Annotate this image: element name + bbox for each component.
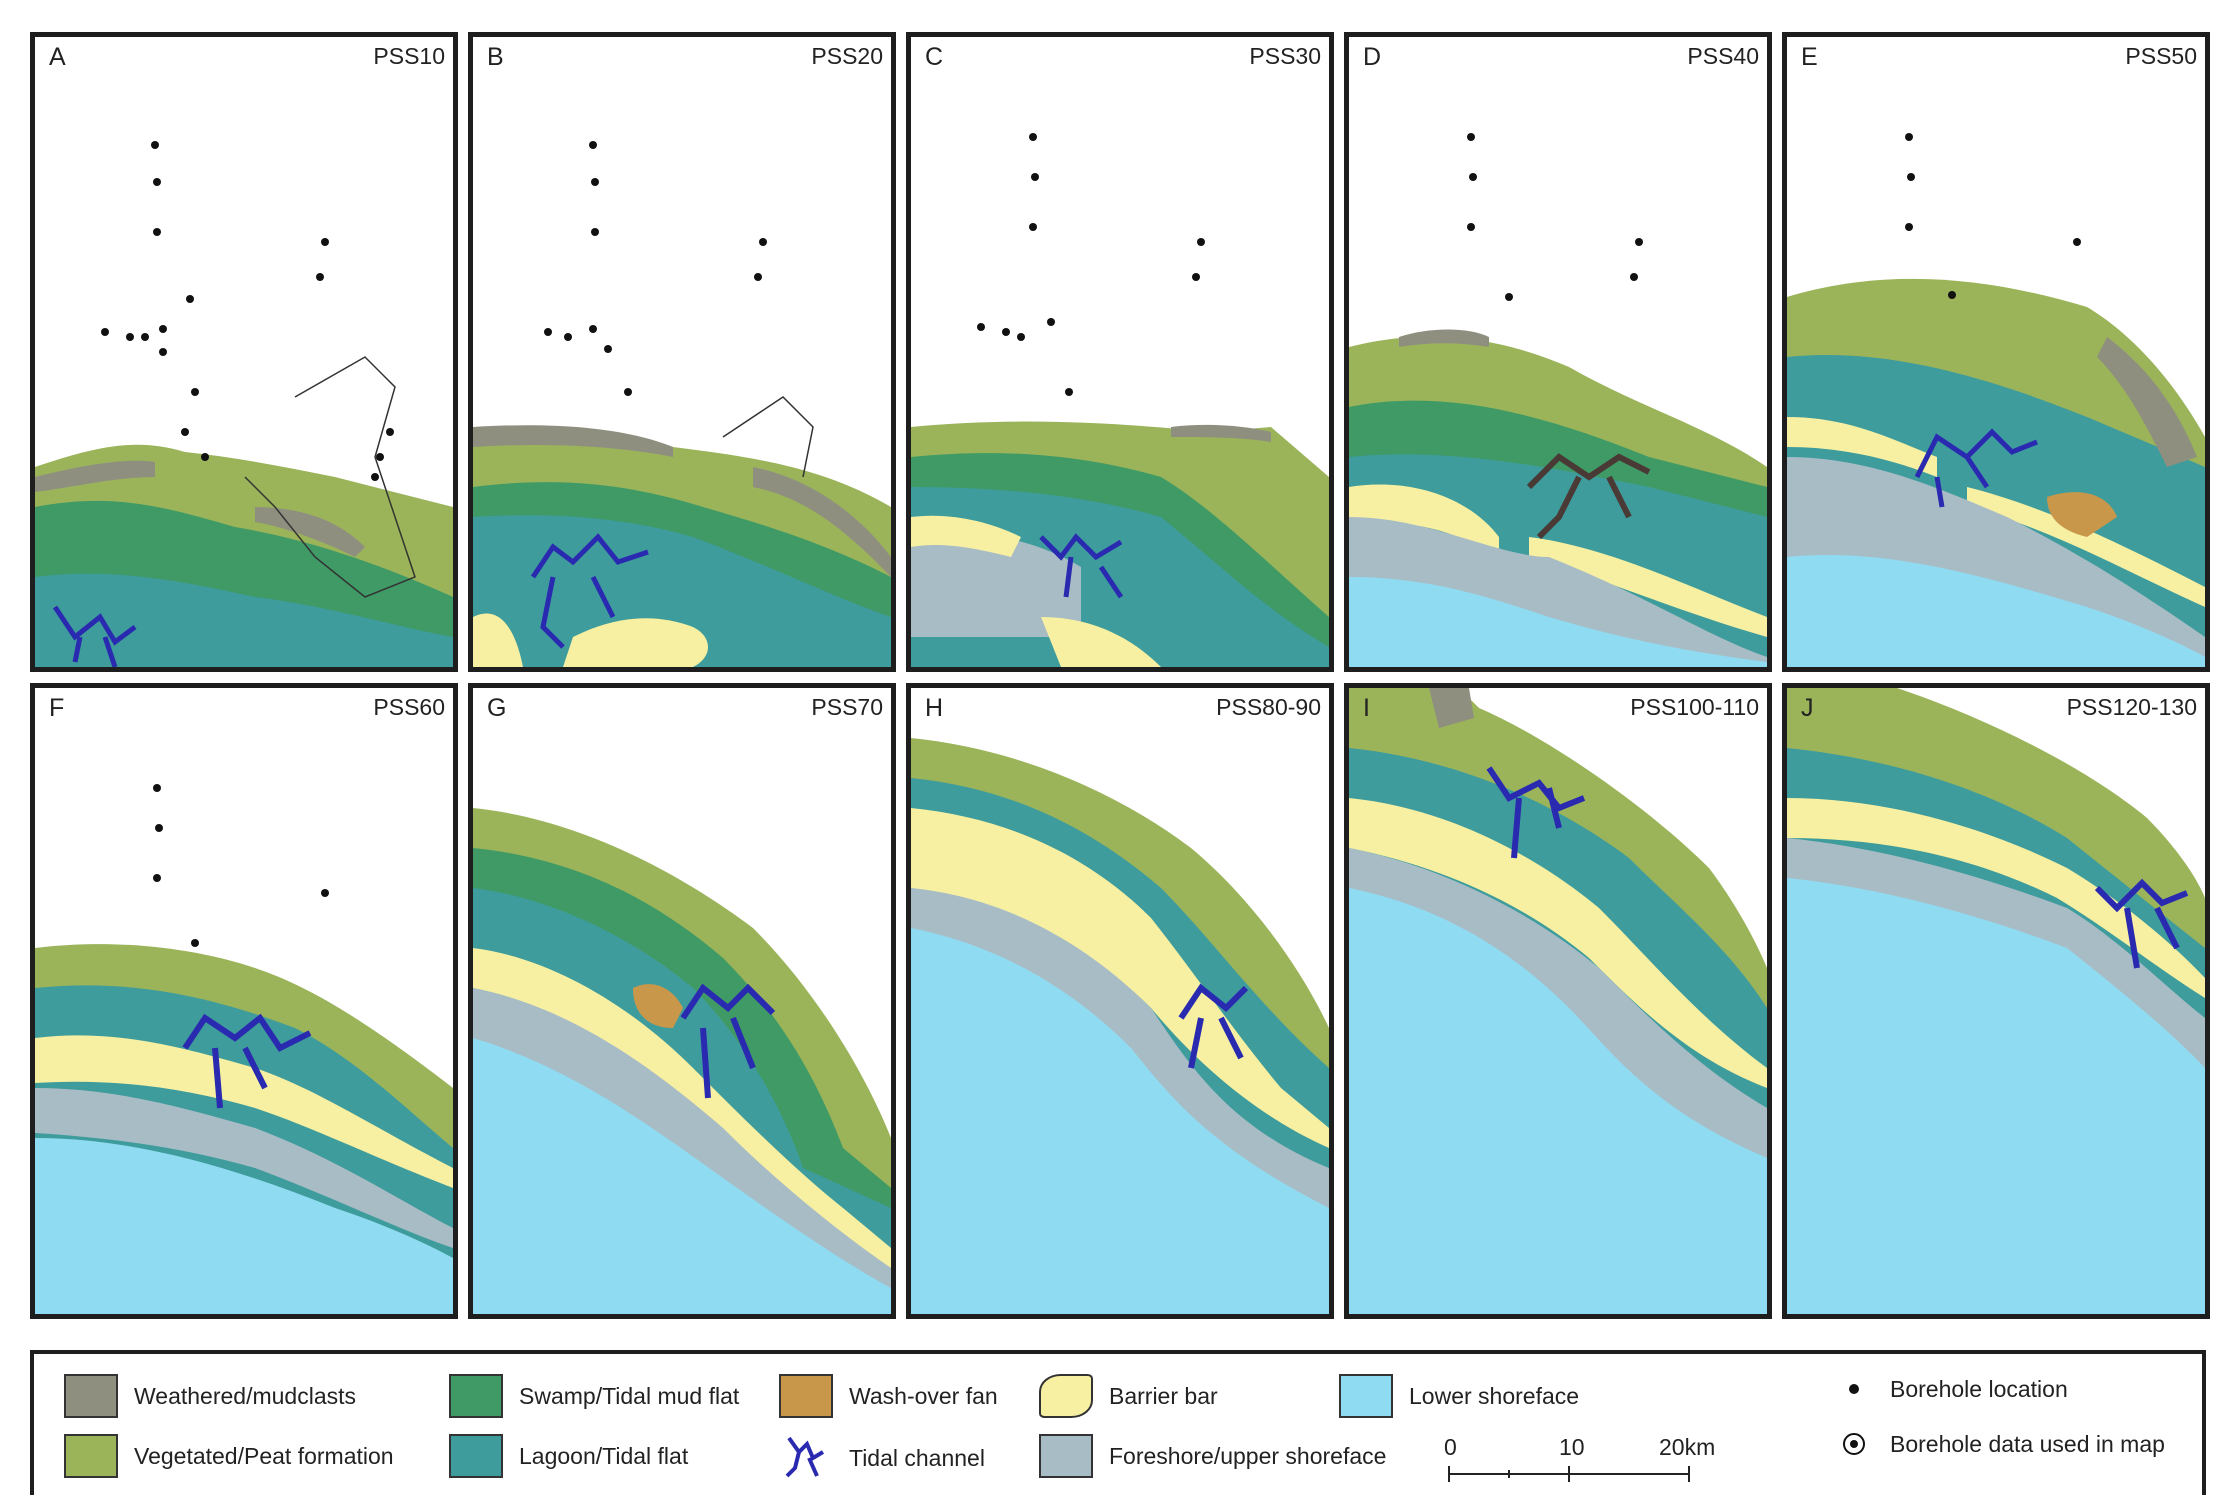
- lower-shoreface-swatch: [1339, 1374, 1393, 1418]
- facies-map: [911, 738, 1329, 1314]
- washover-swatch: [779, 1374, 833, 1418]
- legend-label: Barrier bar: [1109, 1382, 1218, 1409]
- legend-label: Vegetated/Peat formation: [134, 1442, 394, 1469]
- foreshore-swatch: [1039, 1434, 1093, 1478]
- legend-item-washover: Wash-over fan: [779, 1374, 998, 1418]
- legend-label: Lagoon/Tidal flat: [519, 1442, 689, 1469]
- legend-item-foreshore: Foreshore/upper shoreface: [1039, 1434, 1386, 1478]
- panel-title: PSS30: [1249, 43, 1321, 69]
- panel-letter: B: [487, 43, 504, 71]
- legend-label: Borehole data used in map: [1890, 1430, 2165, 1457]
- map-panel-a: A PSS10: [30, 32, 458, 672]
- panel-letter: H: [925, 694, 944, 722]
- scale-label-10: 10: [1559, 1434, 1585, 1460]
- facies-map: [473, 141, 891, 667]
- map-panel-d: D PSS40: [1344, 32, 1772, 672]
- borehole-used-icon: [1843, 1433, 1865, 1455]
- swamp-swatch: [449, 1374, 503, 1418]
- barrier-swatch: [1039, 1374, 1093, 1418]
- panel-letter: G: [487, 694, 507, 722]
- tidal-channel-icon: [785, 1436, 825, 1478]
- map-legend: Weathered/mudclasts Vegetated/Peat forma…: [30, 1350, 2206, 1495]
- legend-label: Borehole location: [1890, 1375, 2068, 1402]
- panel-letter: E: [1801, 43, 1818, 71]
- facies-map: [1349, 133, 1767, 667]
- facies-map: [911, 133, 1329, 667]
- legend-label: Swamp/Tidal mud flat: [519, 1382, 740, 1409]
- panel-title: PSS20: [811, 43, 883, 69]
- panel-title: PSS120-130: [2066, 694, 2197, 720]
- panel-letter: F: [49, 694, 65, 722]
- panel-letter: A: [49, 43, 66, 71]
- lagoon-swatch: [449, 1434, 503, 1478]
- facies-map: [35, 141, 453, 667]
- legend-label: Tidal channel: [849, 1444, 985, 1471]
- panel-letter: C: [925, 43, 944, 71]
- legend-item-vegetated: Vegetated/Peat formation: [64, 1434, 394, 1478]
- facies-map: [1349, 688, 1767, 1314]
- legend-label: Foreshore/upper shoreface: [1109, 1442, 1387, 1469]
- vegetated-swatch: [64, 1434, 118, 1478]
- scale-label-20: 20km: [1659, 1434, 1716, 1460]
- legend-item-weathered: Weathered/mudclasts: [64, 1374, 356, 1418]
- map-panel-i: I PSS100-110: [1344, 683, 1772, 1319]
- panel-title: PSS10: [373, 43, 445, 69]
- panel-letter: I: [1363, 694, 1370, 722]
- legend-item-swamp: Swamp/Tidal mud flat: [449, 1374, 739, 1418]
- scale-bar-graphic: [1448, 1466, 1690, 1482]
- panel-letter: J: [1801, 694, 1814, 722]
- map-panel-h: H PSS80-90: [906, 683, 1334, 1319]
- legend-label: Wash-over fan: [849, 1382, 998, 1409]
- map-panel-j: J PSS120-130: [1782, 683, 2210, 1319]
- panel-title: PSS70: [811, 694, 883, 720]
- legend-item-lower-shoreface: Lower shoreface: [1339, 1374, 1579, 1418]
- legend-label: Lower shoreface: [1409, 1382, 1580, 1409]
- scale-label-0: 0: [1444, 1434, 1457, 1460]
- scale-bar: 0 10 20km: [1439, 1434, 1715, 1484]
- legend-label: Weathered/mudclasts: [134, 1382, 357, 1409]
- panel-title: PSS100-110: [1630, 694, 1759, 720]
- legend-item-tidal-channel: Tidal channel: [779, 1434, 985, 1482]
- facies-map: [1787, 133, 2205, 667]
- map-panel-g: G PSS70: [468, 683, 896, 1319]
- panel-title: PSS60: [373, 694, 445, 720]
- borehole-dot-icon: [1849, 1384, 1859, 1394]
- map-panel-e: E PSS50: [1782, 32, 2210, 672]
- facies-map: [473, 808, 891, 1314]
- map-panel-c: C PSS30: [906, 32, 1334, 672]
- panel-title: PSS50: [2125, 43, 2197, 69]
- legend-item-lagoon: Lagoon/Tidal flat: [449, 1434, 688, 1478]
- weathered-swatch: [64, 1374, 118, 1418]
- panel-letter: D: [1363, 43, 1382, 71]
- map-panel-f: F PSS60: [30, 683, 458, 1319]
- map-panel-b: B PSS20: [468, 32, 896, 672]
- panel-title: PSS80-90: [1216, 694, 1321, 720]
- panel-title: PSS40: [1687, 43, 1759, 69]
- facies-map: [1787, 688, 2205, 1314]
- legend-item-borehole-location: Borehole location: [1834, 1374, 2068, 1404]
- facies-map: [35, 784, 453, 1314]
- legend-item-borehole-used: Borehole data used in map: [1834, 1429, 2165, 1459]
- legend-item-barrier: Barrier bar: [1039, 1374, 1218, 1418]
